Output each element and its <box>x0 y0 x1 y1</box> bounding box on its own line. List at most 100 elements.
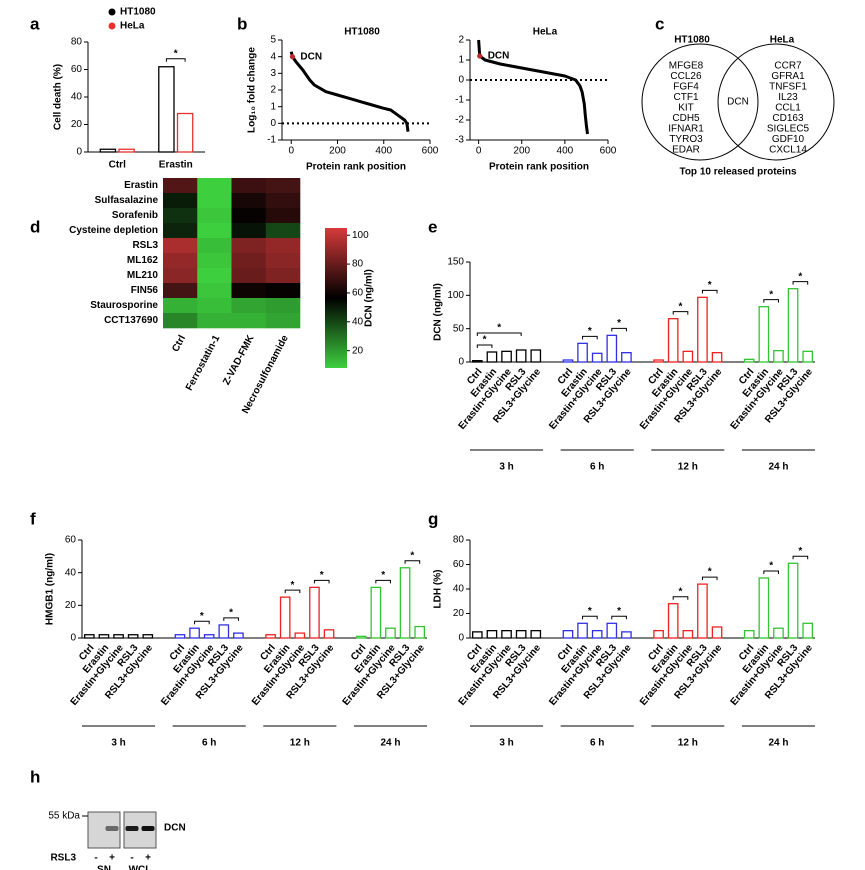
y-tick-label: 20 <box>65 600 77 611</box>
set-label: HT1080 <box>674 35 710 46</box>
bar <box>697 296 708 363</box>
panel-label: a <box>30 14 40 33</box>
y-tick-label: 0 <box>270 118 276 129</box>
bar <box>606 334 618 363</box>
significance-bracket <box>701 576 718 581</box>
bar <box>113 634 124 639</box>
significance-bracket <box>476 344 493 348</box>
bar <box>743 630 755 639</box>
significance-label: * <box>320 570 324 581</box>
y-tick-label: 0 <box>458 75 464 86</box>
x-tick-label: Erastin <box>159 160 193 171</box>
bar <box>621 352 632 363</box>
lane-label: - <box>130 853 133 864</box>
bar <box>530 630 542 639</box>
heatmap-cell <box>163 268 198 284</box>
row-label: ML162 <box>127 255 159 266</box>
significance-bracket <box>611 327 627 332</box>
bar <box>591 352 603 363</box>
y-axis-label: Cell death (%) <box>53 64 64 130</box>
y-tick-label: 0 <box>458 357 464 368</box>
bar <box>501 350 512 363</box>
colorbar <box>325 228 347 368</box>
y-axis-label: HMGB1 (ng/ml) <box>45 553 56 625</box>
significance-bracket <box>284 589 301 594</box>
significance-label: * <box>679 301 683 312</box>
column-label: Ferrostatin-1 <box>184 333 223 393</box>
panel-label: g <box>428 509 438 528</box>
significance-label: * <box>769 561 773 572</box>
row-label: Staurosporine <box>90 300 158 311</box>
y-tick-label: 60 <box>453 559 465 570</box>
bar <box>653 359 664 363</box>
bar <box>530 349 542 363</box>
y-tick-label: 40 <box>453 584 465 595</box>
set-item: TYRO3 <box>669 134 703 145</box>
bar <box>577 342 588 363</box>
heatmap-cell <box>197 283 232 299</box>
y-tick-label: 40 <box>71 92 83 103</box>
x-tick-label: 200 <box>513 146 530 157</box>
significance-bracket <box>404 560 421 564</box>
significance-label: * <box>483 335 487 346</box>
set-item: CCR7 <box>774 61 802 72</box>
significance-label: * <box>679 586 683 597</box>
bar <box>174 634 186 639</box>
significance-bracket <box>165 58 186 62</box>
bar <box>773 350 784 363</box>
heatmap-cell <box>231 208 267 224</box>
group-label: 12 h <box>678 738 698 749</box>
bar <box>758 306 770 363</box>
bar <box>118 148 135 153</box>
heatmap-cell <box>265 178 301 194</box>
x-tick-label: 600 <box>422 146 439 157</box>
significance-label: * <box>798 546 802 557</box>
row-label: FIN56 <box>131 285 159 296</box>
y-tick-label: 2 <box>270 85 276 96</box>
heatmap-cell <box>231 298 267 314</box>
heatmap-cell <box>265 298 301 314</box>
bar <box>218 624 230 639</box>
bar <box>279 596 291 639</box>
x-tick-label: 600 <box>600 146 617 157</box>
heatmap-cell <box>231 193 267 209</box>
y-tick-label: -1 <box>455 95 464 106</box>
set-item: SIGLEC5 <box>767 124 810 135</box>
heatmap-cell <box>265 313 301 329</box>
bar <box>265 634 276 639</box>
panel-label: b <box>237 14 247 33</box>
chart-title: HeLa <box>533 27 558 38</box>
significance-label: * <box>617 606 621 617</box>
colorbar-tick-label: 60 <box>352 288 364 299</box>
panel-label: e <box>428 217 437 236</box>
heatmap-cell <box>231 268 267 284</box>
y-tick-label: 1 <box>458 55 464 66</box>
heatmap-cell <box>265 208 301 224</box>
annotation: DCN <box>488 51 510 62</box>
bar <box>471 360 483 363</box>
y-tick-label: 0 <box>76 147 82 158</box>
heatmap-cell <box>163 223 198 239</box>
x-tick-label: 400 <box>375 146 392 157</box>
bar <box>158 66 175 153</box>
y-tick-label: -3 <box>455 135 464 146</box>
significance-bracket <box>223 617 239 621</box>
bar <box>515 349 527 363</box>
significance-label: * <box>497 323 501 334</box>
bar <box>176 112 194 153</box>
heatmap-cell <box>265 253 301 269</box>
y-axis-label: LDH (%) <box>433 570 444 609</box>
legend-marker <box>108 8 116 16</box>
significance-label: * <box>588 606 592 617</box>
significance-label: * <box>708 280 712 291</box>
significance-label: * <box>291 580 295 591</box>
significance-bracket <box>792 555 809 560</box>
heatmap-cell <box>231 223 267 239</box>
significance-bracket <box>375 579 391 584</box>
heatmap-cell <box>197 193 232 209</box>
bar <box>309 586 320 639</box>
bar <box>621 631 632 639</box>
y-tick-label: 80 <box>71 37 83 48</box>
chart-title: HT1080 <box>344 27 380 38</box>
